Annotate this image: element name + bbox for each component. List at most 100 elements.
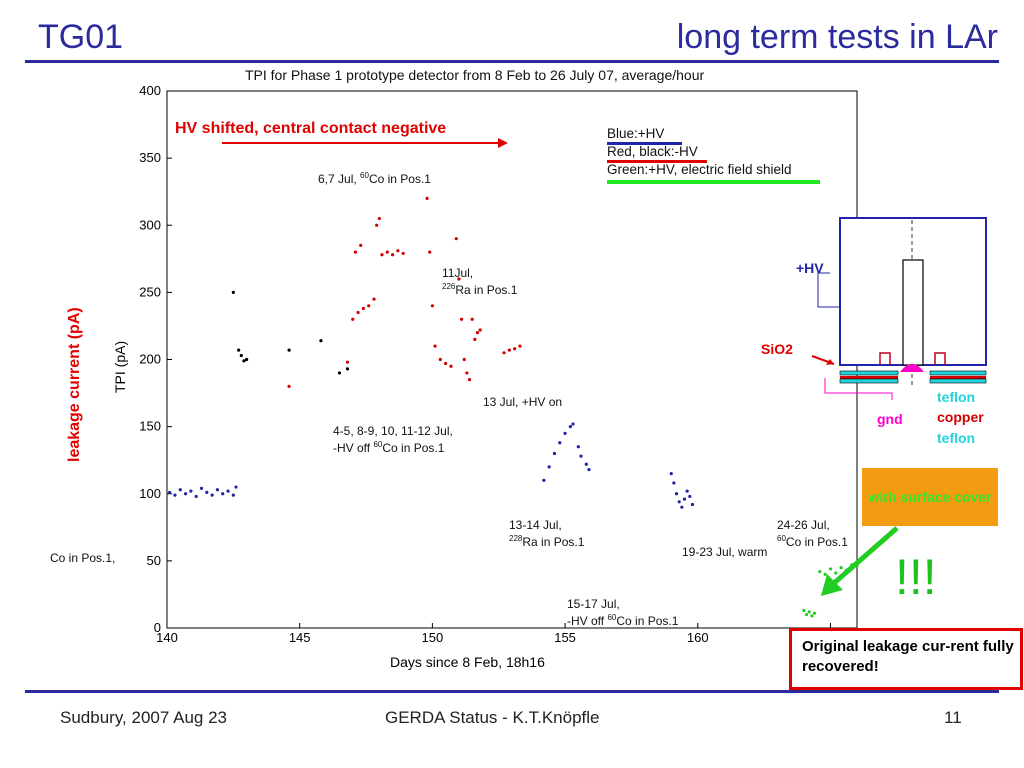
copper-ring-r <box>930 376 986 379</box>
data-point-series-2 <box>237 348 241 352</box>
data-point-series-2 <box>231 290 235 294</box>
x-tick-label: 150 <box>422 630 444 645</box>
detector-diagram <box>811 217 987 400</box>
groove-lines <box>879 352 946 365</box>
x-tick-label: 155 <box>554 630 576 645</box>
teflon-ring-r2 <box>929 378 987 384</box>
result-box: Original leakage cur-rent fully recovere… <box>789 628 1023 690</box>
slide-title-right: long term tests in LAr <box>676 18 998 56</box>
legend-red: Red, black:-HV <box>607 144 698 159</box>
data-point-series-0 <box>682 497 687 501</box>
data-point-series-0 <box>685 489 689 493</box>
data-point-series-1 <box>425 196 429 200</box>
data-point-series-0 <box>210 493 214 497</box>
data-point-series-0 <box>568 425 572 429</box>
slide-title-left: TG01 <box>38 18 124 56</box>
data-point-series-0 <box>587 467 591 472</box>
data-point-series-0 <box>576 445 580 449</box>
data-point-series-0 <box>215 488 220 492</box>
y-tick-label: 400 <box>139 83 161 98</box>
note-15-17-jul: 15-17 Jul, -HV off 60Co in Pos.1 <box>567 597 679 628</box>
y-tick-label: 150 <box>139 419 161 434</box>
data-point-series-3 <box>802 608 806 613</box>
exclamation-marks: !!! <box>895 549 937 605</box>
data-point-series-1 <box>356 310 360 315</box>
teflon-ring-r1 <box>929 370 987 376</box>
data-point-series-3 <box>818 570 822 574</box>
data-point-series-1 <box>428 250 432 254</box>
green-arrow-icon <box>821 526 899 596</box>
y-tick-label: 50 <box>147 553 161 568</box>
data-point-series-1 <box>462 357 466 362</box>
hv-shift-arrow-icon <box>222 138 508 148</box>
data-point-series-3 <box>807 610 811 614</box>
data-point-series-1 <box>449 364 453 368</box>
x-tick-label: 140 <box>156 630 178 645</box>
teflon-ring-l1 <box>839 370 899 376</box>
data-point-series-3 <box>823 572 827 576</box>
sio2-label: SiO2 <box>761 341 793 357</box>
y-tick-label: 300 <box>139 217 161 232</box>
data-point-series-3 <box>828 567 833 571</box>
footer-center: GERDA Status - K.T.Knöpfle <box>385 708 600 727</box>
leakage-current-label: leakage current (pA) <box>66 307 83 462</box>
hv-shift-note: HV shifted, central contact negative <box>175 120 447 137</box>
data-point-series-1 <box>433 344 437 348</box>
data-point-series-1 <box>513 347 517 351</box>
copper-label: copper <box>937 409 984 425</box>
data-point-series-1 <box>473 337 477 341</box>
data-point-series-0 <box>547 465 551 469</box>
data-point-series-1 <box>475 331 480 335</box>
data-point-series-0 <box>173 493 177 497</box>
data-point-series-2 <box>287 348 291 352</box>
data-point-series-0 <box>194 494 198 499</box>
data-point-series-3 <box>804 612 809 617</box>
data-point-series-3 <box>834 571 838 575</box>
y-tick-label: 350 <box>139 150 161 165</box>
y-tick-label: 250 <box>139 284 161 299</box>
data-point-series-0 <box>669 472 673 476</box>
data-point-series-1 <box>465 371 469 375</box>
data-point-series-3 <box>839 565 843 570</box>
note-4-5-jul: 4-5, 8-9, 10, 11-12 Jul, -HV off 60Co in … <box>333 424 453 455</box>
data-point-series-1 <box>518 344 522 348</box>
data-point-series-0 <box>183 492 188 496</box>
data-point-series-0 <box>226 489 230 493</box>
x-tick-label: 145 <box>289 630 311 645</box>
data-point-series-3 <box>812 611 817 615</box>
hv-lead <box>817 272 840 308</box>
data-point-series-1 <box>470 317 474 321</box>
data-point-series-2 <box>345 367 350 371</box>
data-point-series-1 <box>377 216 381 221</box>
note-19-23-jul: 19-23 Jul, warm <box>682 545 768 559</box>
data-point-series-0 <box>571 422 575 426</box>
data-point-series-1 <box>502 351 506 355</box>
note-6-7-jul: 6,7 Jul, 60Co in Pos.1 <box>318 171 431 186</box>
data-point-series-2 <box>242 359 246 363</box>
data-point-series-1 <box>396 249 400 253</box>
data-point-series-0 <box>221 492 225 496</box>
data-point-series-0 <box>579 454 583 458</box>
data-point-series-0 <box>205 490 209 495</box>
data-point-series-1 <box>454 237 458 241</box>
data-point-series-1 <box>367 304 371 308</box>
data-point-series-1 <box>430 304 434 308</box>
data-point-series-1 <box>345 360 350 364</box>
footer-left: Sudbury, 2007 Aug 23 <box>60 708 227 727</box>
data-point-series-1 <box>507 348 511 352</box>
data-point-series-0 <box>688 494 692 499</box>
data-point-series-0 <box>672 481 676 485</box>
data-point-series-0 <box>189 489 193 493</box>
data-point-series-1 <box>385 250 389 254</box>
y-tick-label: 100 <box>139 486 161 501</box>
legend-red-swatch <box>607 160 707 163</box>
x-axis-label: Days since 8 Feb, 18h16 <box>390 654 545 670</box>
data-point-series-1 <box>459 317 464 321</box>
chart-title: TPI for Phase 1 prototype detector from … <box>245 67 705 83</box>
legend-green: Green:+HV, electric field shield <box>607 162 792 177</box>
data-point-series-1 <box>375 223 379 227</box>
data-point-series-1 <box>359 243 363 247</box>
gnd-label: gnd <box>877 411 903 427</box>
note-11-jul: 11Jul, 226Ra in Pos.1 <box>442 266 518 297</box>
central-contact <box>902 259 924 366</box>
